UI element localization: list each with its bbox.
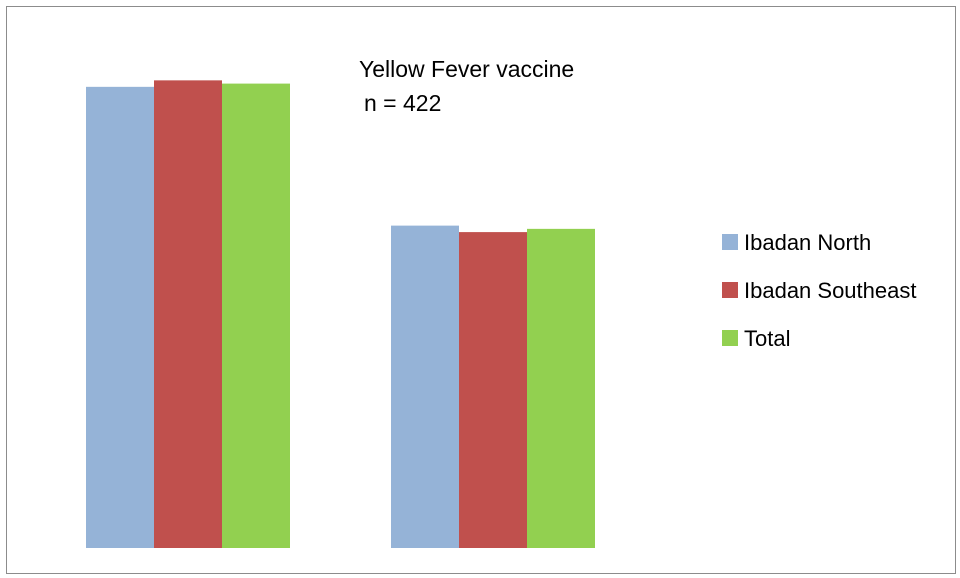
legend-swatch-total [722,330,738,346]
bar-ibadan-north-2 [391,225,459,548]
legend-label-ibadan-north: Ibadan North [744,230,871,255]
bar-total-1 [222,83,290,548]
chart-title: Yellow Fever vaccine [359,56,574,82]
legend-swatch-ibadan-north [722,234,738,250]
legend: Ibadan North Ibadan Southeast Total [722,230,916,351]
legend-label-total: Total [744,326,790,351]
bars [86,80,595,549]
bar-total-2 [527,228,595,549]
chart-subtitle: n = 422 [364,90,441,116]
bar-ibadan-north-1 [86,86,154,548]
legend-swatch-ibadan-southeast [722,282,738,298]
bar-ibadan-southeast-2 [459,232,527,548]
bar-ibadan-southeast-1 [154,80,222,549]
legend-label-ibadan-southeast: Ibadan Southeast [744,278,916,303]
